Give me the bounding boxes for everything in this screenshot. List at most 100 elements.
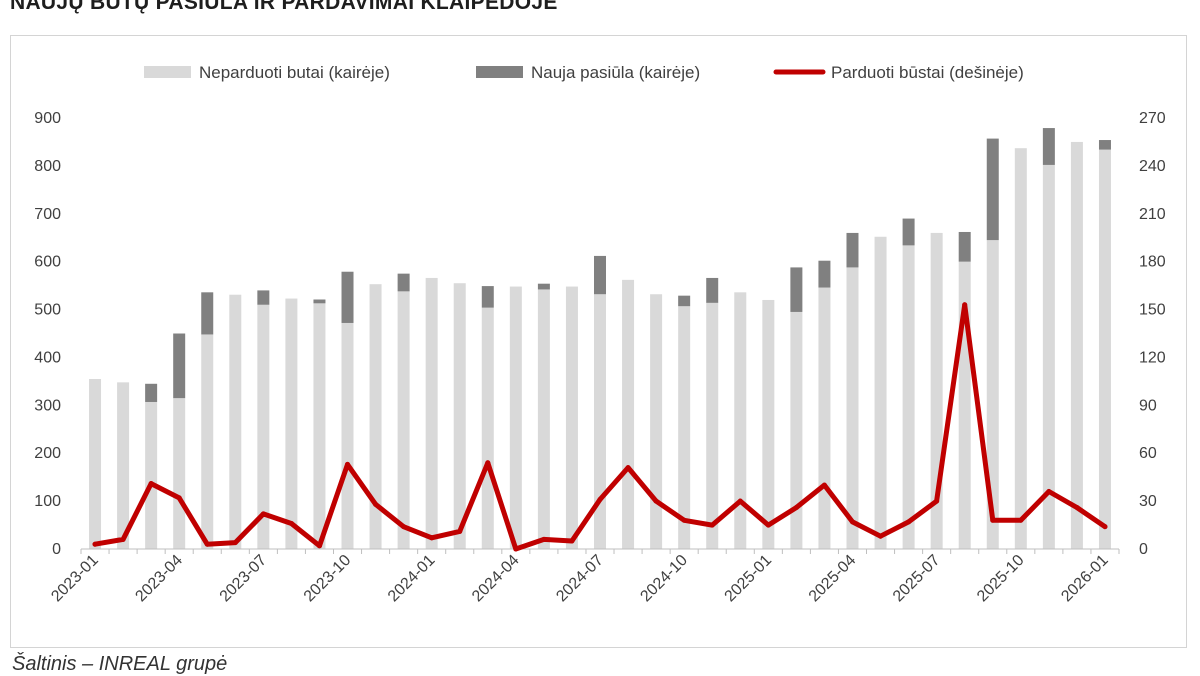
bar-unsold[interactable] [369, 284, 382, 549]
line-sold-point[interactable] [401, 524, 407, 530]
bar-unsold[interactable] [790, 311, 803, 549]
bar-unsold[interactable] [229, 294, 242, 549]
bar-unsold[interactable] [678, 306, 691, 549]
y-right-tick-label: 240 [1139, 158, 1166, 175]
line-sold-point[interactable] [373, 501, 379, 507]
bar-unsold[interactable] [622, 279, 635, 549]
bar-unsold[interactable] [257, 304, 270, 549]
line-sold-point[interactable] [429, 535, 435, 541]
line-sold-point[interactable] [345, 461, 351, 467]
bar-unsold[interactable] [762, 299, 775, 549]
bar-unsold[interactable] [986, 240, 999, 549]
line-sold-point[interactable] [1046, 489, 1052, 495]
y-left-tick-label: 600 [34, 254, 61, 271]
bar-unsold[interactable] [1098, 149, 1111, 549]
line-sold-point[interactable] [569, 538, 575, 544]
line-sold-point[interactable] [597, 497, 603, 503]
bar-unsold[interactable] [173, 398, 186, 549]
line-sold-point[interactable] [765, 522, 771, 528]
bar-unsold[interactable] [425, 277, 438, 549]
line-sold-point[interactable] [681, 517, 687, 523]
bar-new-offer[interactable] [145, 383, 158, 402]
bar-new-offer[interactable] [173, 333, 186, 399]
bar-unsold[interactable] [201, 334, 214, 549]
line-sold-point[interactable] [541, 536, 547, 542]
line-sold-point[interactable] [176, 495, 182, 501]
line-sold-point[interactable] [990, 517, 996, 523]
line-sold-point[interactable] [793, 504, 799, 510]
bar-new-offer[interactable] [313, 299, 326, 304]
bar-unsold[interactable] [117, 382, 130, 549]
line-sold-point[interactable] [821, 482, 827, 488]
y-left-tick-label: 500 [34, 302, 61, 319]
line-sold-point[interactable] [906, 519, 912, 525]
bar-new-offer[interactable] [986, 138, 999, 241]
line-sold-point[interactable] [1074, 504, 1080, 510]
bar-new-offer[interactable] [594, 255, 606, 295]
bar-new-offer[interactable] [958, 231, 971, 262]
bar-unsold[interactable] [145, 401, 158, 549]
bar-new-offer[interactable] [397, 273, 410, 292]
line-sold-point[interactable] [962, 302, 968, 308]
bar-unsold[interactable] [481, 307, 494, 549]
bar-unsold[interactable] [1014, 148, 1027, 550]
bar-unsold[interactable] [818, 287, 831, 549]
line-sold-point[interactable] [1018, 517, 1024, 523]
line-sold-point[interactable] [92, 541, 98, 547]
line-sold-point[interactable] [204, 541, 210, 547]
line-sold-point[interactable] [934, 498, 940, 504]
line-sold-point[interactable] [457, 528, 463, 534]
bar-unsold[interactable] [902, 245, 915, 549]
bar-unsold[interactable] [285, 298, 298, 549]
bar-new-offer[interactable] [1098, 140, 1111, 150]
line-sold-point[interactable] [625, 465, 631, 471]
source-note: Šaltinis – INREAL grupė [12, 653, 228, 675]
bar-new-offer[interactable] [818, 260, 831, 288]
bar-new-offer[interactable] [706, 277, 719, 303]
bar-new-offer[interactable] [902, 218, 915, 246]
bar-unsold[interactable] [453, 283, 466, 549]
bar-unsold[interactable] [1042, 164, 1055, 550]
bar-unsold[interactable] [397, 291, 410, 549]
bar-unsold[interactable] [734, 292, 747, 549]
bar-new-offer[interactable] [790, 267, 803, 312]
x-tick-label: 2025-10 [974, 552, 1028, 606]
line-sold-point[interactable] [737, 498, 743, 504]
line-sold-point[interactable] [148, 481, 154, 487]
line-sold-point[interactable] [709, 522, 715, 528]
bar-unsold[interactable] [89, 378, 102, 549]
bar-unsold[interactable] [650, 294, 663, 549]
bar-new-offer[interactable] [257, 290, 270, 305]
bar-new-offer[interactable] [201, 292, 214, 335]
y-left-tick-label: 300 [34, 397, 61, 414]
line-sold-point[interactable] [878, 533, 884, 539]
bar-unsold[interactable] [706, 302, 719, 549]
line-sold-point[interactable] [316, 543, 322, 549]
bar-unsold[interactable] [509, 286, 522, 549]
bar-unsold[interactable] [341, 322, 354, 549]
bar-new-offer[interactable] [1042, 128, 1055, 165]
bar-unsold[interactable] [565, 286, 578, 549]
bar-new-offer[interactable] [678, 295, 691, 307]
bar-unsold[interactable] [313, 303, 326, 549]
line-sold-point[interactable] [288, 520, 294, 526]
chart-svg: Neparduoti butai (kairėje) Nauja pasiūla … [34, 63, 1166, 606]
bar-unsold[interactable] [594, 294, 606, 549]
bar-unsold[interactable] [874, 236, 887, 549]
bar-unsold[interactable] [846, 267, 859, 549]
line-sold-point[interactable] [513, 546, 519, 552]
bar-new-offer[interactable] [537, 283, 550, 290]
bar-new-offer[interactable] [846, 232, 859, 268]
line-sold-point[interactable] [260, 511, 266, 517]
bar-unsold[interactable] [537, 289, 550, 549]
y-right-tick-label: 30 [1139, 493, 1157, 510]
line-sold-point[interactable] [120, 536, 126, 542]
bar-new-offer[interactable] [341, 271, 354, 323]
bar-new-offer[interactable] [481, 286, 494, 308]
line-sold-point[interactable] [1102, 524, 1108, 530]
line-sold-point[interactable] [485, 460, 491, 466]
bar-unsold[interactable] [1070, 141, 1083, 549]
line-sold-point[interactable] [653, 498, 659, 504]
line-sold-point[interactable] [232, 540, 238, 546]
line-sold-point[interactable] [849, 519, 855, 525]
